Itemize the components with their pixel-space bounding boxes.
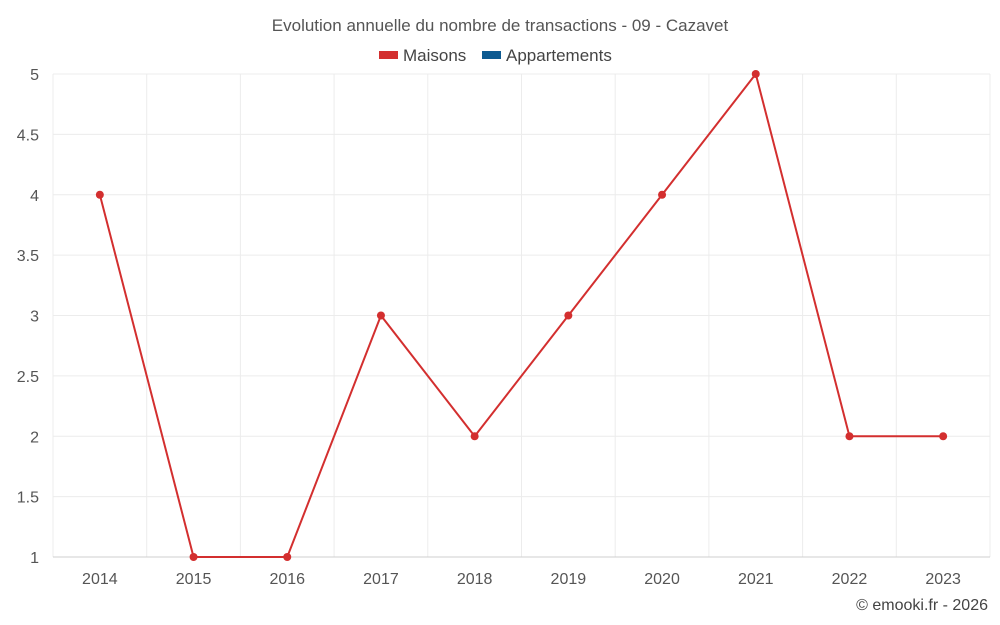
- y-tick-label: 3: [30, 309, 39, 326]
- x-tick-label: 2018: [457, 571, 493, 588]
- chart-title: Evolution annuelle du nombre de transact…: [272, 16, 729, 35]
- y-tick-label: 4.5: [17, 127, 39, 144]
- legend: Maisons Appartements: [379, 46, 612, 65]
- data-point[interactable]: [376, 311, 385, 320]
- data-point[interactable]: [564, 311, 573, 320]
- legend-swatch-maisons: [379, 51, 398, 59]
- x-tick-label: 2021: [738, 571, 774, 588]
- x-tick-label: 2023: [925, 571, 961, 588]
- legend-label-appartements[interactable]: Appartements: [506, 46, 612, 65]
- grid: [52, 73, 991, 558]
- data-point[interactable]: [845, 432, 854, 441]
- series-line-maisons: [98, 73, 944, 558]
- data-point[interactable]: [189, 553, 198, 561]
- legend-label-maisons[interactable]: Maisons: [403, 46, 466, 65]
- data-point[interactable]: [283, 553, 292, 561]
- y-tick-label: 5: [30, 67, 39, 84]
- data-point[interactable]: [751, 70, 760, 78]
- x-tick-label: 2017: [363, 571, 399, 588]
- x-tick-label: 2016: [269, 571, 305, 588]
- y-tick-label: 4: [30, 188, 39, 205]
- data-point[interactable]: [658, 190, 667, 199]
- credit-text: © emooki.fr - 2026: [856, 597, 988, 614]
- axes: 1 1.5 2 2.5 3 3.5 4 4.5 5 2014 2015 2016 2017 2018 201…: [17, 67, 990, 588]
- x-tick-label: 2014: [82, 571, 118, 588]
- y-tick-label: 2: [30, 429, 39, 446]
- series: [95, 70, 948, 561]
- x-tick-label: 2015: [176, 571, 212, 588]
- y-tick-label: 1: [30, 550, 39, 567]
- x-tick-label: 2022: [832, 571, 868, 588]
- data-point[interactable]: [470, 432, 479, 441]
- y-tick-label: 2.5: [17, 369, 39, 386]
- y-tick-label: 1.5: [17, 490, 39, 507]
- y-tick-label: 3.5: [17, 248, 39, 265]
- legend-swatch-appartements: [482, 51, 501, 59]
- x-tick-label: 2020: [644, 571, 680, 588]
- data-point[interactable]: [939, 432, 948, 441]
- x-tick-label: 2019: [551, 571, 587, 588]
- data-point[interactable]: [95, 190, 104, 199]
